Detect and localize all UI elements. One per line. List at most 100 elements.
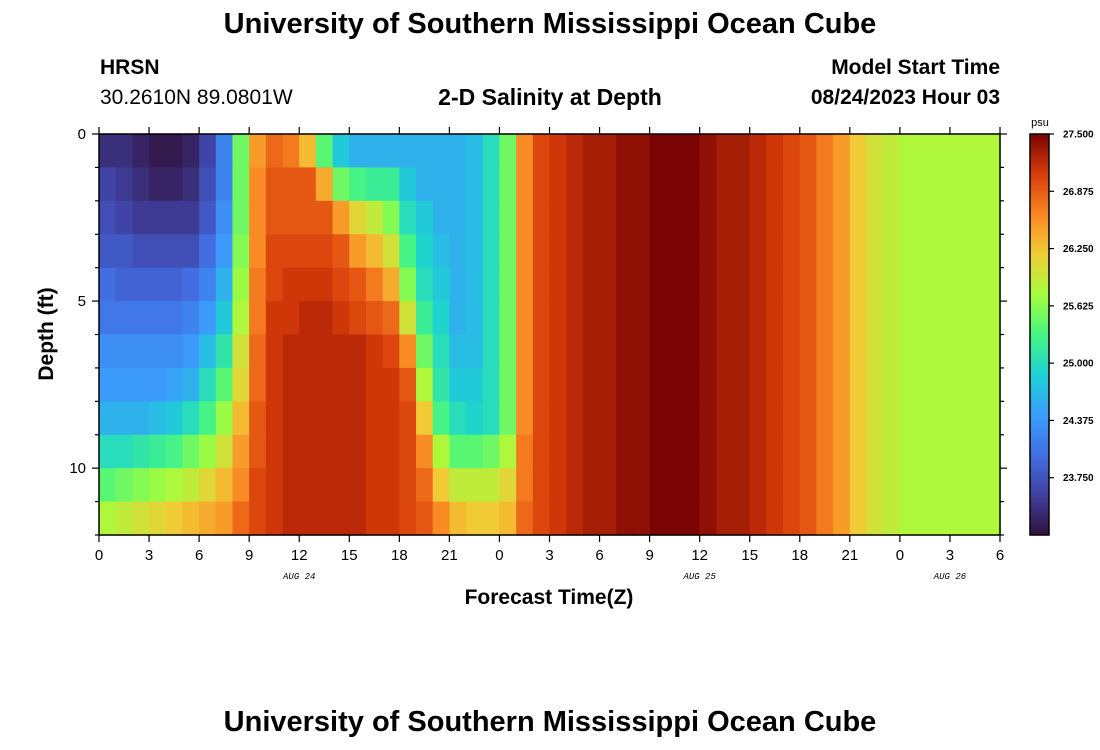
colorbar-tick-label: 26.250: [1063, 244, 1094, 255]
heatmap-cell: [649, 334, 667, 369]
heatmap-cell: [232, 334, 250, 369]
x-tick-label: 6: [996, 547, 1004, 564]
heatmap-cell: [349, 234, 367, 269]
heatmap-cell: [582, 334, 601, 369]
heatmap-cell: [866, 301, 884, 336]
heatmap-cell: [816, 334, 834, 369]
heatmap-cell: [449, 401, 467, 436]
heatmap-cell: [916, 468, 934, 503]
heatmap-cell: [332, 200, 350, 235]
heatmap-cell: [766, 367, 784, 402]
heatmap-cell: [883, 267, 901, 302]
heatmap-cell: [816, 134, 834, 169]
heatmap-cell: [149, 401, 167, 436]
heatmap-cell: [99, 167, 117, 202]
heatmap-cell: [632, 234, 651, 269]
heatmap-cell: [532, 134, 551, 169]
heatmap-cell: [582, 468, 601, 503]
heatmap-cell: [365, 267, 384, 302]
heatmap-cell: [916, 434, 934, 469]
heatmap-cell: [282, 134, 300, 169]
heatmap-cell: [299, 367, 317, 402]
heatmap-cell: [983, 134, 1001, 169]
heatmap-cell: [299, 234, 317, 269]
heatmap-cell: [315, 434, 334, 469]
heatmap-cell: [833, 267, 851, 302]
heatmap-cell: [933, 234, 951, 269]
heatmap-cell: [699, 267, 717, 302]
heatmap-cell: [749, 301, 768, 336]
heatmap-cell: [933, 468, 951, 503]
heatmap-cell: [899, 401, 918, 436]
heatmap-cell: [382, 234, 400, 269]
heatmap-cell: [99, 200, 117, 235]
heatmap-cell: [382, 134, 400, 169]
heatmap-cell: [249, 234, 267, 269]
heatmap-cell: [532, 267, 551, 302]
heatmap-cell: [315, 334, 334, 369]
heatmap-cell: [532, 367, 551, 402]
heatmap-cell: [499, 267, 517, 302]
heatmap-cell: [315, 301, 334, 336]
heatmap-cell: [516, 167, 534, 202]
heatmap-cell: [265, 167, 284, 202]
heatmap-cell: [916, 334, 934, 369]
heatmap-cell: [482, 367, 501, 402]
heatmap-cell: [833, 234, 851, 269]
heatmap-cell: [282, 334, 300, 369]
heatmap-cell: [332, 501, 350, 536]
heatmap-cell: [949, 501, 968, 536]
heatmap-cell: [699, 134, 717, 169]
heatmap-cell: [382, 200, 400, 235]
heatmap-cell: [733, 468, 751, 503]
heatmap-cell: [733, 301, 751, 336]
heatmap-cell: [716, 134, 734, 169]
y-tick-label: 10: [69, 460, 86, 477]
heatmap-cell: [566, 367, 584, 402]
heatmap-cell: [115, 367, 133, 402]
heatmap-cell: [599, 434, 617, 469]
heatmap-cell: [799, 267, 818, 302]
heatmap-cell: [232, 367, 250, 402]
heatmap-cell: [399, 501, 417, 536]
heatmap-cell: [566, 468, 584, 503]
heatmap-cell: [566, 301, 584, 336]
heatmap-cell: [682, 301, 701, 336]
heatmap-cell: [699, 301, 717, 336]
colorbar-tick-label: 26.875: [1063, 187, 1094, 198]
heatmap-cell: [949, 434, 968, 469]
heatmap-cell: [549, 401, 567, 436]
heatmap-cell: [365, 334, 384, 369]
heatmap-cell: [549, 200, 567, 235]
heatmap-cell: [582, 234, 601, 269]
heatmap-cell: [466, 501, 484, 536]
heatmap-cell: [199, 334, 217, 369]
x-tick-label: 15: [341, 547, 358, 564]
heatmap-cell: [599, 267, 617, 302]
heatmap-cell: [149, 200, 167, 235]
heatmap-cell: [566, 401, 584, 436]
heatmap-cell: [933, 167, 951, 202]
heatmap-cell: [499, 434, 517, 469]
heatmap-cell: [482, 401, 501, 436]
heatmap-cell: [265, 468, 284, 503]
heatmap-cell: [282, 200, 300, 235]
heatmap-cell: [566, 200, 584, 235]
heatmap-cell: [933, 200, 951, 235]
heatmap-cell: [365, 501, 384, 536]
heatmap-cell: [499, 401, 517, 436]
heatmap-cell: [649, 434, 667, 469]
heatmap-cell: [783, 401, 801, 436]
heatmap-cell: [933, 134, 951, 169]
heatmap-cell: [833, 167, 851, 202]
heatmap-cell: [566, 501, 584, 536]
heatmap-cell: [666, 401, 684, 436]
heatmap-cell: [315, 134, 334, 169]
heatmap-cell: [883, 434, 901, 469]
heatmap-cell: [666, 334, 684, 369]
heatmap-cell: [949, 334, 968, 369]
heatmap-cell: [799, 468, 818, 503]
heatmap-cell: [949, 234, 968, 269]
heatmap-cell: [449, 501, 467, 536]
heatmap-cell: [983, 434, 1001, 469]
